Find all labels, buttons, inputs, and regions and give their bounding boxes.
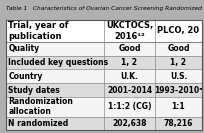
Text: Trial, year of
publication: Trial, year of publication xyxy=(8,21,69,41)
Text: 78,216: 78,216 xyxy=(164,119,193,128)
Text: Good: Good xyxy=(118,44,141,53)
Text: N randomized: N randomized xyxy=(8,119,68,128)
Bar xyxy=(6,42,202,56)
Bar xyxy=(6,97,202,117)
Text: 1, 2: 1, 2 xyxy=(122,58,137,67)
Text: Quality: Quality xyxy=(8,44,39,53)
Bar xyxy=(6,20,202,42)
Text: 2001-2014: 2001-2014 xyxy=(107,86,152,95)
Text: Country: Country xyxy=(8,72,43,81)
Bar xyxy=(6,117,202,130)
Text: Table 1   Characteristics of Ovarian Cancer Screening Randomized Trials: Table 1 Characteristics of Ovarian Cance… xyxy=(6,6,204,11)
Text: U.S.: U.S. xyxy=(170,72,187,81)
Text: 202,638: 202,638 xyxy=(112,119,147,128)
Bar xyxy=(6,56,202,69)
Text: Randomization
allocation: Randomization allocation xyxy=(8,97,73,117)
Bar xyxy=(6,83,202,97)
Text: 1:1: 1:1 xyxy=(172,102,185,111)
Text: PLCO, 20: PLCO, 20 xyxy=(157,26,200,36)
Bar xyxy=(6,20,202,130)
Text: U.K.: U.K. xyxy=(121,72,139,81)
Bar xyxy=(6,20,202,130)
Text: 1993-2010ᵃ: 1993-2010ᵃ xyxy=(154,86,203,95)
Text: Study dates: Study dates xyxy=(8,86,60,95)
Text: 1, 2: 1, 2 xyxy=(171,58,186,67)
Text: UKCTOCS,
2016¹²: UKCTOCS, 2016¹² xyxy=(106,21,153,41)
Text: 1:1:2 (CG): 1:1:2 (CG) xyxy=(108,102,151,111)
Text: Included key questions: Included key questions xyxy=(8,58,108,67)
Bar xyxy=(6,69,202,83)
Text: Good: Good xyxy=(167,44,190,53)
